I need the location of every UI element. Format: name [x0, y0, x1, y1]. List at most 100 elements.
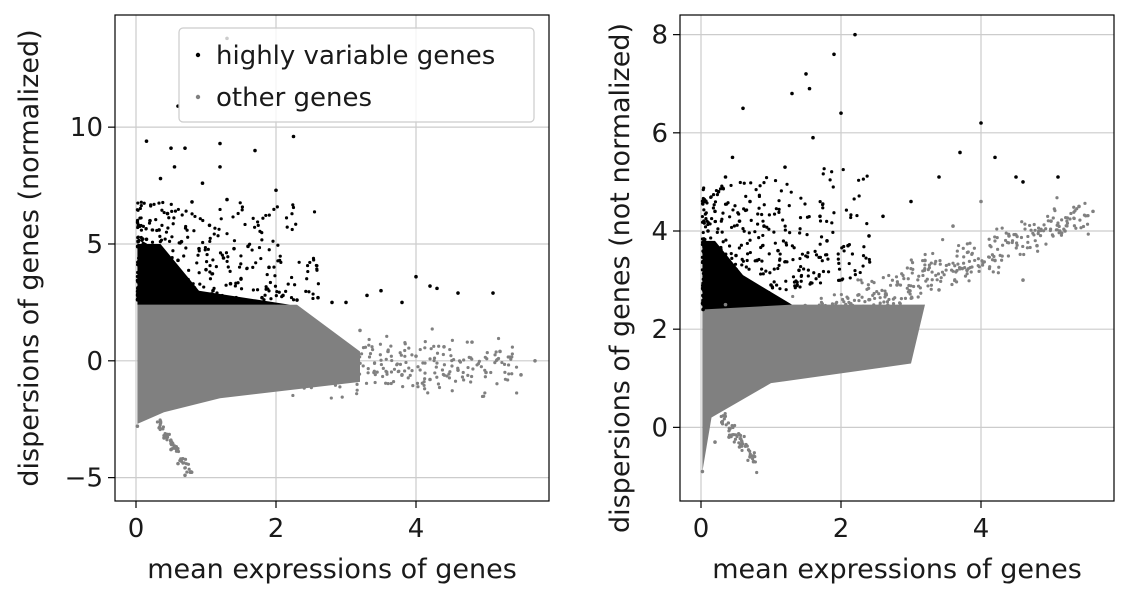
other-gene-point — [1028, 245, 1032, 250]
other-gene-point — [768, 346, 772, 350]
other-gene-point — [709, 340, 713, 344]
other-gene-point — [934, 273, 938, 278]
other-gene-point — [286, 338, 291, 342]
highly-variable-point — [867, 257, 871, 262]
other-gene-point — [309, 374, 313, 379]
highly-variable-point — [772, 280, 776, 284]
other-gene-point — [215, 362, 219, 366]
other-gene-point — [890, 278, 895, 282]
other-gene-point — [148, 358, 152, 362]
other-gene-point — [1033, 239, 1037, 243]
highly-variable-gene-point — [239, 277, 243, 281]
other-gene-point — [327, 362, 331, 366]
other-gene-point — [203, 349, 207, 354]
highly-variable-point — [176, 207, 180, 212]
axes-frame — [679, 14, 1115, 502]
other-gene-point — [441, 352, 445, 357]
highly-variable-gene-point — [804, 72, 808, 76]
highly-variable-point — [183, 226, 188, 230]
other-gene-point — [281, 355, 285, 360]
other-gene-point — [993, 239, 997, 243]
highly-variable-point — [700, 214, 705, 219]
other-gene-point — [711, 356, 716, 360]
highly-variable-point — [160, 295, 164, 299]
highly-variable-point — [142, 252, 146, 256]
other-gene-point — [219, 352, 223, 356]
other-gene-point — [210, 335, 214, 339]
highly-variable-point — [799, 279, 803, 283]
highly-variable-point — [821, 172, 825, 176]
other-gene-point — [494, 350, 498, 354]
highly-variable-point — [712, 279, 716, 283]
highly-variable-point — [236, 298, 240, 302]
highly-variable-point — [700, 260, 705, 265]
other-gene-point — [155, 346, 160, 351]
other-gene-point — [141, 394, 145, 398]
other-gene-point — [213, 359, 217, 363]
highly-variable-point — [744, 265, 748, 269]
highly-variable-gene-point — [701, 307, 705, 312]
highly-variable-point — [154, 293, 158, 297]
highly-variable-gene-point — [246, 244, 250, 249]
other-gene-point — [166, 363, 170, 367]
other-gene-point — [151, 354, 155, 358]
highly-variable-gene-point — [737, 219, 742, 223]
other-gene-point — [326, 347, 330, 352]
other-gene-point — [938, 262, 942, 266]
other-gene-point — [157, 426, 161, 430]
highly-variable-point — [720, 230, 724, 234]
other-gene-point — [164, 432, 169, 436]
other-gene-point — [740, 440, 744, 444]
highly-variable-point — [139, 288, 144, 292]
other-gene-point — [887, 297, 891, 302]
other-gene-point — [721, 353, 725, 357]
other-gene-point — [726, 324, 730, 328]
other-gene-point — [258, 347, 262, 352]
other-gene-point — [458, 360, 463, 364]
highly-variable-point — [215, 291, 219, 295]
highly-variable-point — [210, 294, 214, 298]
highly-variable-gene-point — [741, 106, 745, 111]
other-gene-point — [851, 303, 855, 307]
highly-variable-point — [803, 202, 807, 206]
highly-variable-point — [800, 252, 805, 256]
other-gene-point — [392, 367, 397, 371]
other-gene-point — [995, 236, 999, 240]
highly-variable-point — [781, 218, 785, 222]
highly-variable-point — [239, 262, 243, 266]
highly-variable-point — [150, 240, 155, 244]
other-gene-point — [977, 265, 981, 269]
other-gene-point — [738, 358, 742, 362]
other-gene-point — [350, 350, 354, 354]
other-gene-point — [233, 372, 237, 376]
other-gene-point — [720, 420, 724, 425]
other-gene-point — [930, 278, 934, 282]
other-gene-point — [188, 470, 192, 474]
highly-variable-point — [733, 272, 737, 276]
highly-variable-point — [868, 260, 872, 264]
highly-variable-gene-point — [720, 268, 724, 273]
highly-variable-point — [138, 206, 142, 211]
other-gene-point — [442, 344, 446, 349]
other-gene-point — [725, 356, 729, 360]
other-gene-point — [815, 318, 819, 322]
highly-variable-gene-point — [148, 218, 152, 223]
other-gene-point — [174, 364, 178, 368]
highly-variable-point — [171, 249, 175, 253]
highly-variable-point — [740, 263, 744, 267]
highly-variable-point — [305, 277, 309, 281]
other-gene-point — [955, 254, 959, 258]
other-gene-point — [993, 258, 997, 263]
other-gene-point — [936, 272, 941, 276]
other-gene-point — [1063, 229, 1067, 233]
other-gene-point — [359, 352, 364, 356]
other-gene-point — [148, 307, 152, 312]
other-gene-point — [866, 307, 870, 311]
other-gene-point — [180, 360, 184, 365]
other-gene-point — [1000, 258, 1004, 262]
highly-variable-point — [258, 229, 262, 233]
highly-variable-gene-point — [839, 111, 843, 115]
other-gene-point — [704, 384, 708, 388]
highly-variable-point — [761, 243, 765, 247]
other-gene-point — [293, 343, 297, 347]
